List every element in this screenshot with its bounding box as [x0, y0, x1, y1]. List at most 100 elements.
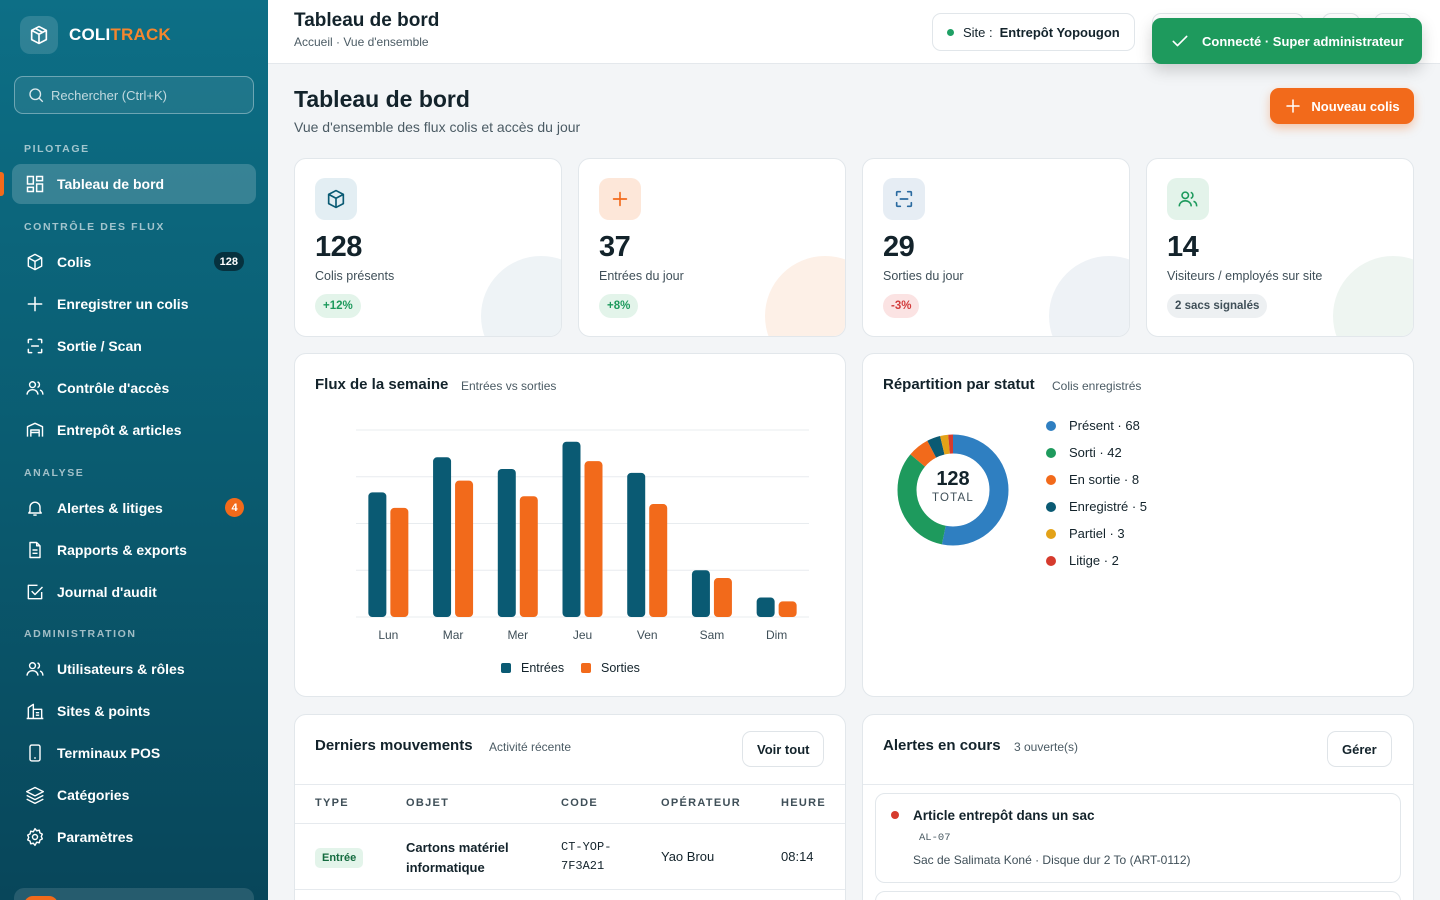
- warehouse-icon: [24, 419, 46, 441]
- section-controle: CONTRÔLE DES FLUX: [24, 221, 165, 233]
- legend-entrees[interactable]: Entrées: [501, 661, 564, 675]
- x-tick-label: Mar: [443, 628, 464, 642]
- sidebar-item-dashboard[interactable]: Tableau de bord: [12, 164, 256, 204]
- gear-icon: [24, 826, 46, 848]
- open-alerts-card: Alertes en cours 3 ouverte(s) Gérer Arti…: [862, 714, 1414, 900]
- bar-sorties-mar: [455, 480, 474, 617]
- kpi-card-colis[interactable]: 128 Colis présents +12%: [294, 158, 562, 337]
- kpi-alert-badge: 2 sacs signalés: [1167, 294, 1268, 318]
- sidebar-item-pos[interactable]: Terminaux POS: [12, 733, 256, 773]
- legend-label: Partiel · 3: [1069, 526, 1125, 541]
- kpi-decoration: [1049, 256, 1129, 336]
- legend-item[interactable]: Sorti · 42: [1046, 439, 1147, 466]
- sidebar-item-label: Terminaux POS: [57, 745, 161, 761]
- sidebar-item-label: Contrôle d'accès: [57, 380, 170, 396]
- sidebar-item-users[interactable]: Utilisateurs & rôles: [12, 649, 256, 689]
- layers-icon: [24, 784, 46, 806]
- sidebar-item-audit[interactable]: Journal d'audit: [12, 572, 256, 612]
- sidebar-item-label: Utilisateurs & rôles: [57, 661, 185, 677]
- bar-entrees-sam: [691, 570, 710, 617]
- x-tick-label: Ven: [637, 628, 658, 642]
- movement-object-line2: informatique: [406, 860, 485, 875]
- search-box[interactable]: [14, 76, 254, 114]
- sidebar-item-warehouse[interactable]: Entrepôt & articles: [12, 410, 256, 450]
- legend-sorties[interactable]: Sorties: [581, 661, 640, 675]
- col-header-object: OBJET: [406, 797, 450, 809]
- status-breakdown-card: Répartition par statut Colis enregistrés…: [862, 353, 1414, 697]
- sidebar-item-reports[interactable]: Rapports & exports: [12, 530, 256, 570]
- movement-operator: Yao Brou: [661, 849, 715, 864]
- kpi-decoration: [481, 256, 561, 336]
- kpi-value: 37: [599, 231, 631, 263]
- legend-label: Litige · 2: [1069, 553, 1119, 568]
- sidebar-item-categories[interactable]: Catégories: [12, 775, 256, 815]
- legend-dot: [1046, 420, 1056, 431]
- legend-label: Présent · 68: [1069, 418, 1140, 433]
- legend-item[interactable]: Partiel · 3: [1046, 520, 1147, 547]
- recent-movements-card: Derniers mouvements Activité récente Voi…: [294, 714, 846, 900]
- sidebar-item-sites[interactable]: Sites & points: [12, 691, 256, 731]
- movement-code: CT-YOP- 7F3A21: [561, 838, 611, 876]
- legend-dot: [1046, 528, 1056, 539]
- donut-total-value: 128: [936, 468, 970, 490]
- site-value: Entrepôt Yopougon: [999, 24, 1120, 40]
- users-icon: [1167, 178, 1209, 220]
- device-icon: [24, 742, 46, 764]
- kpi-trend-badge: +12%: [315, 294, 361, 318]
- kpi-trend-badge: -3%: [883, 294, 920, 318]
- view-all-button[interactable]: Voir tout: [742, 731, 825, 767]
- col-header-type: TYPE: [315, 797, 349, 809]
- kpi-label: Visiteurs / employés sur site: [1167, 269, 1323, 283]
- alert-item[interactable]: Article entrepôt dans un sac AL-07 Sac d…: [875, 793, 1401, 883]
- alert-title: Article entrepôt dans un sac: [913, 808, 1095, 823]
- search-input[interactable]: [51, 87, 241, 103]
- sidebar-item-label: Colis: [57, 254, 92, 270]
- bar-sorties-lun: [390, 507, 409, 617]
- kpi-card-sorties[interactable]: 29 Sorties du jour -3%: [862, 158, 1130, 337]
- new-package-button[interactable]: Nouveau colis: [1270, 88, 1414, 124]
- divider: [295, 823, 845, 824]
- brand-logo-icon: [20, 16, 58, 54]
- site-selector[interactable]: Site : Entrepôt Yopougon: [932, 13, 1135, 51]
- sidebar-item-access[interactable]: Contrôle d'accès: [12, 368, 256, 408]
- brand[interactable]: COLITRACK: [20, 16, 171, 54]
- plus-icon: [599, 178, 641, 220]
- kpi-value: 128: [315, 231, 362, 263]
- sidebar-item-scan[interactable]: Sortie / Scan: [12, 326, 256, 366]
- alert-code: AL-07: [919, 832, 951, 844]
- legend-item[interactable]: Enregistré · 5: [1046, 493, 1147, 520]
- bar-sorties-dim: [778, 601, 797, 617]
- x-tick-label: Mer: [507, 628, 528, 642]
- legend-label: Sorties: [601, 661, 640, 675]
- kpi-label: Entrées du jour: [599, 269, 684, 283]
- alert-item[interactable]: [875, 891, 1401, 900]
- legend-item[interactable]: Présent · 68: [1046, 412, 1147, 439]
- col-header-code: CODE: [561, 797, 598, 809]
- sidebar-item-alerts[interactable]: Alertes & litiges 4: [12, 488, 256, 528]
- sidebar-item-settings[interactable]: Paramètres: [12, 817, 256, 857]
- users-icon: [24, 377, 46, 399]
- legend-label: Enregistré · 5: [1069, 499, 1148, 514]
- kpi-trend-badge: +8%: [599, 294, 639, 318]
- x-tick-label: Jeu: [573, 628, 592, 642]
- sidebar-item-register[interactable]: Enregistrer un colis: [12, 284, 256, 324]
- bar-entrees-ven: [627, 472, 646, 617]
- movement-time: 08:14: [781, 849, 814, 864]
- bar-sorties-jeu: [584, 461, 603, 617]
- kpi-card-entrees[interactable]: 37 Entrées du jour +8%: [578, 158, 846, 337]
- users-icon: [24, 658, 46, 680]
- legend-item[interactable]: Litige · 2: [1046, 547, 1147, 574]
- bar-entrees-lun: [368, 492, 387, 617]
- user-profile-card[interactable]: [14, 888, 254, 900]
- kpi-card-visiteurs[interactable]: 14 Visiteurs / employés sur site 2 sacs …: [1146, 158, 1414, 337]
- legend-item[interactable]: En sortie · 8: [1046, 466, 1147, 493]
- colis-count-badge: 128: [213, 252, 244, 271]
- donut-slice-litige: [897, 434, 1009, 546]
- donut-total-label: TOTAL: [932, 492, 974, 504]
- chart-title: Flux de la semaine: [315, 376, 449, 393]
- checkbox-icon: [24, 581, 46, 603]
- manage-alerts-button[interactable]: Gérer: [1327, 731, 1392, 767]
- search-icon: [29, 88, 44, 103]
- sidebar-item-colis[interactable]: Colis 128: [12, 242, 256, 282]
- movement-object: Cartons matériel informatique: [406, 838, 509, 878]
